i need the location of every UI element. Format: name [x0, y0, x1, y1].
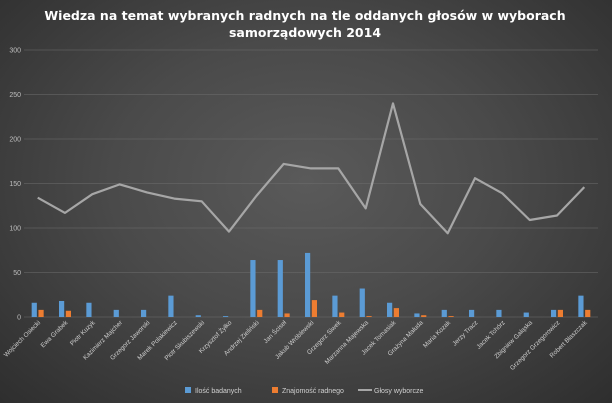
bar — [585, 309, 591, 317]
bar — [339, 312, 345, 317]
bar — [578, 295, 584, 317]
category-label: Ewa Grabek — [40, 319, 70, 349]
bar — [448, 316, 454, 317]
line-series-path — [37, 102, 586, 235]
bar — [332, 295, 338, 317]
y-tick-label: 300 — [9, 48, 21, 55]
bar — [557, 309, 563, 317]
bars — [31, 252, 591, 317]
bar — [65, 310, 71, 317]
legend-swatch — [185, 387, 191, 393]
bar — [31, 302, 37, 317]
gridlines — [24, 49, 598, 318]
bar — [387, 302, 393, 317]
bar — [141, 309, 147, 317]
category-label: Piotr Kuzyk — [69, 319, 97, 347]
y-tick-label: 200 — [9, 137, 21, 144]
bar — [113, 309, 119, 317]
chart-title-line-2: samorządowych 2014 — [229, 25, 381, 40]
bar — [305, 252, 311, 317]
category-label: Jan Ściseł — [261, 318, 288, 345]
bar — [421, 315, 427, 317]
line-series — [37, 102, 586, 235]
y-tick-label: 0 — [17, 315, 21, 322]
bar — [359, 288, 365, 317]
bar — [277, 260, 283, 317]
legend-swatch — [272, 387, 278, 393]
bar — [223, 316, 229, 317]
y-tick-label: 100 — [9, 226, 21, 233]
chart-title-line-1: Wiedza na temat wybranych radnych na tle… — [44, 8, 565, 23]
bar — [496, 309, 502, 317]
legend-label: Znajomość radnego — [282, 388, 344, 395]
y-tick-label: 150 — [9, 181, 21, 188]
bar — [38, 309, 44, 317]
bar — [284, 313, 290, 317]
legend-label: Ilość badanych — [195, 388, 242, 395]
category-label: Jerzy Tracz — [451, 319, 479, 347]
bar — [257, 309, 263, 317]
bar — [168, 295, 174, 317]
bar — [195, 315, 201, 317]
category-label: Maria Kozak — [422, 319, 453, 350]
bar — [469, 309, 475, 317]
bar — [441, 309, 447, 317]
category-label: Wojciech Osiecki — [3, 319, 42, 358]
bar — [393, 308, 399, 317]
y-tick-label: 50 — [13, 270, 21, 277]
bar — [414, 313, 420, 317]
y-axis-ticks: 0 50 100 150 200 250 300 — [9, 48, 21, 322]
y-tick-label: 250 — [9, 92, 21, 99]
bar — [523, 312, 529, 317]
legend: Ilość badanych Znajomość radnego Głosy wyb… — [185, 387, 424, 395]
bar — [311, 300, 317, 317]
bar — [59, 300, 65, 317]
bar — [250, 260, 256, 317]
bar — [551, 309, 557, 317]
bar — [86, 302, 92, 317]
category-label: Grzegorz Grzegorowicz — [509, 319, 561, 371]
legend-label: Głosy wyborcze — [374, 388, 424, 395]
bar — [366, 316, 372, 317]
